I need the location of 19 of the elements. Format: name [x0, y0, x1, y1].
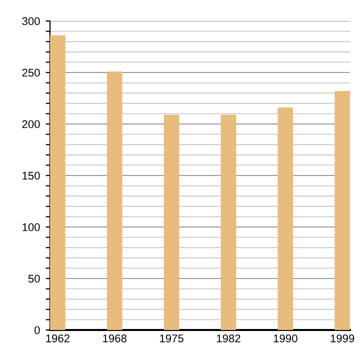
y-tick-label: 250 — [22, 68, 40, 77]
bar — [164, 114, 180, 330]
y-tick-label: 200 — [22, 120, 40, 128]
x-tick-label: 1975 — [160, 334, 184, 342]
bar — [50, 35, 66, 330]
y-tick-label: 100 — [22, 223, 40, 232]
bar — [334, 91, 350, 330]
y-tick-label: 150 — [22, 172, 40, 180]
x-tick-label: 1999 — [330, 334, 354, 342]
y-tick-label: 300 — [22, 17, 40, 26]
x-tick-label: 1990 — [274, 334, 298, 342]
x-tick-label: 1982 — [216, 334, 240, 342]
bar — [220, 114, 236, 330]
bar — [278, 108, 294, 330]
x-tick-label: 1962 — [46, 334, 70, 342]
bar — [106, 71, 122, 330]
x-tick-label: 1968 — [103, 334, 126, 342]
y-tick-label: 0 — [34, 326, 40, 334]
y-tick-label: 50 — [28, 274, 40, 283]
